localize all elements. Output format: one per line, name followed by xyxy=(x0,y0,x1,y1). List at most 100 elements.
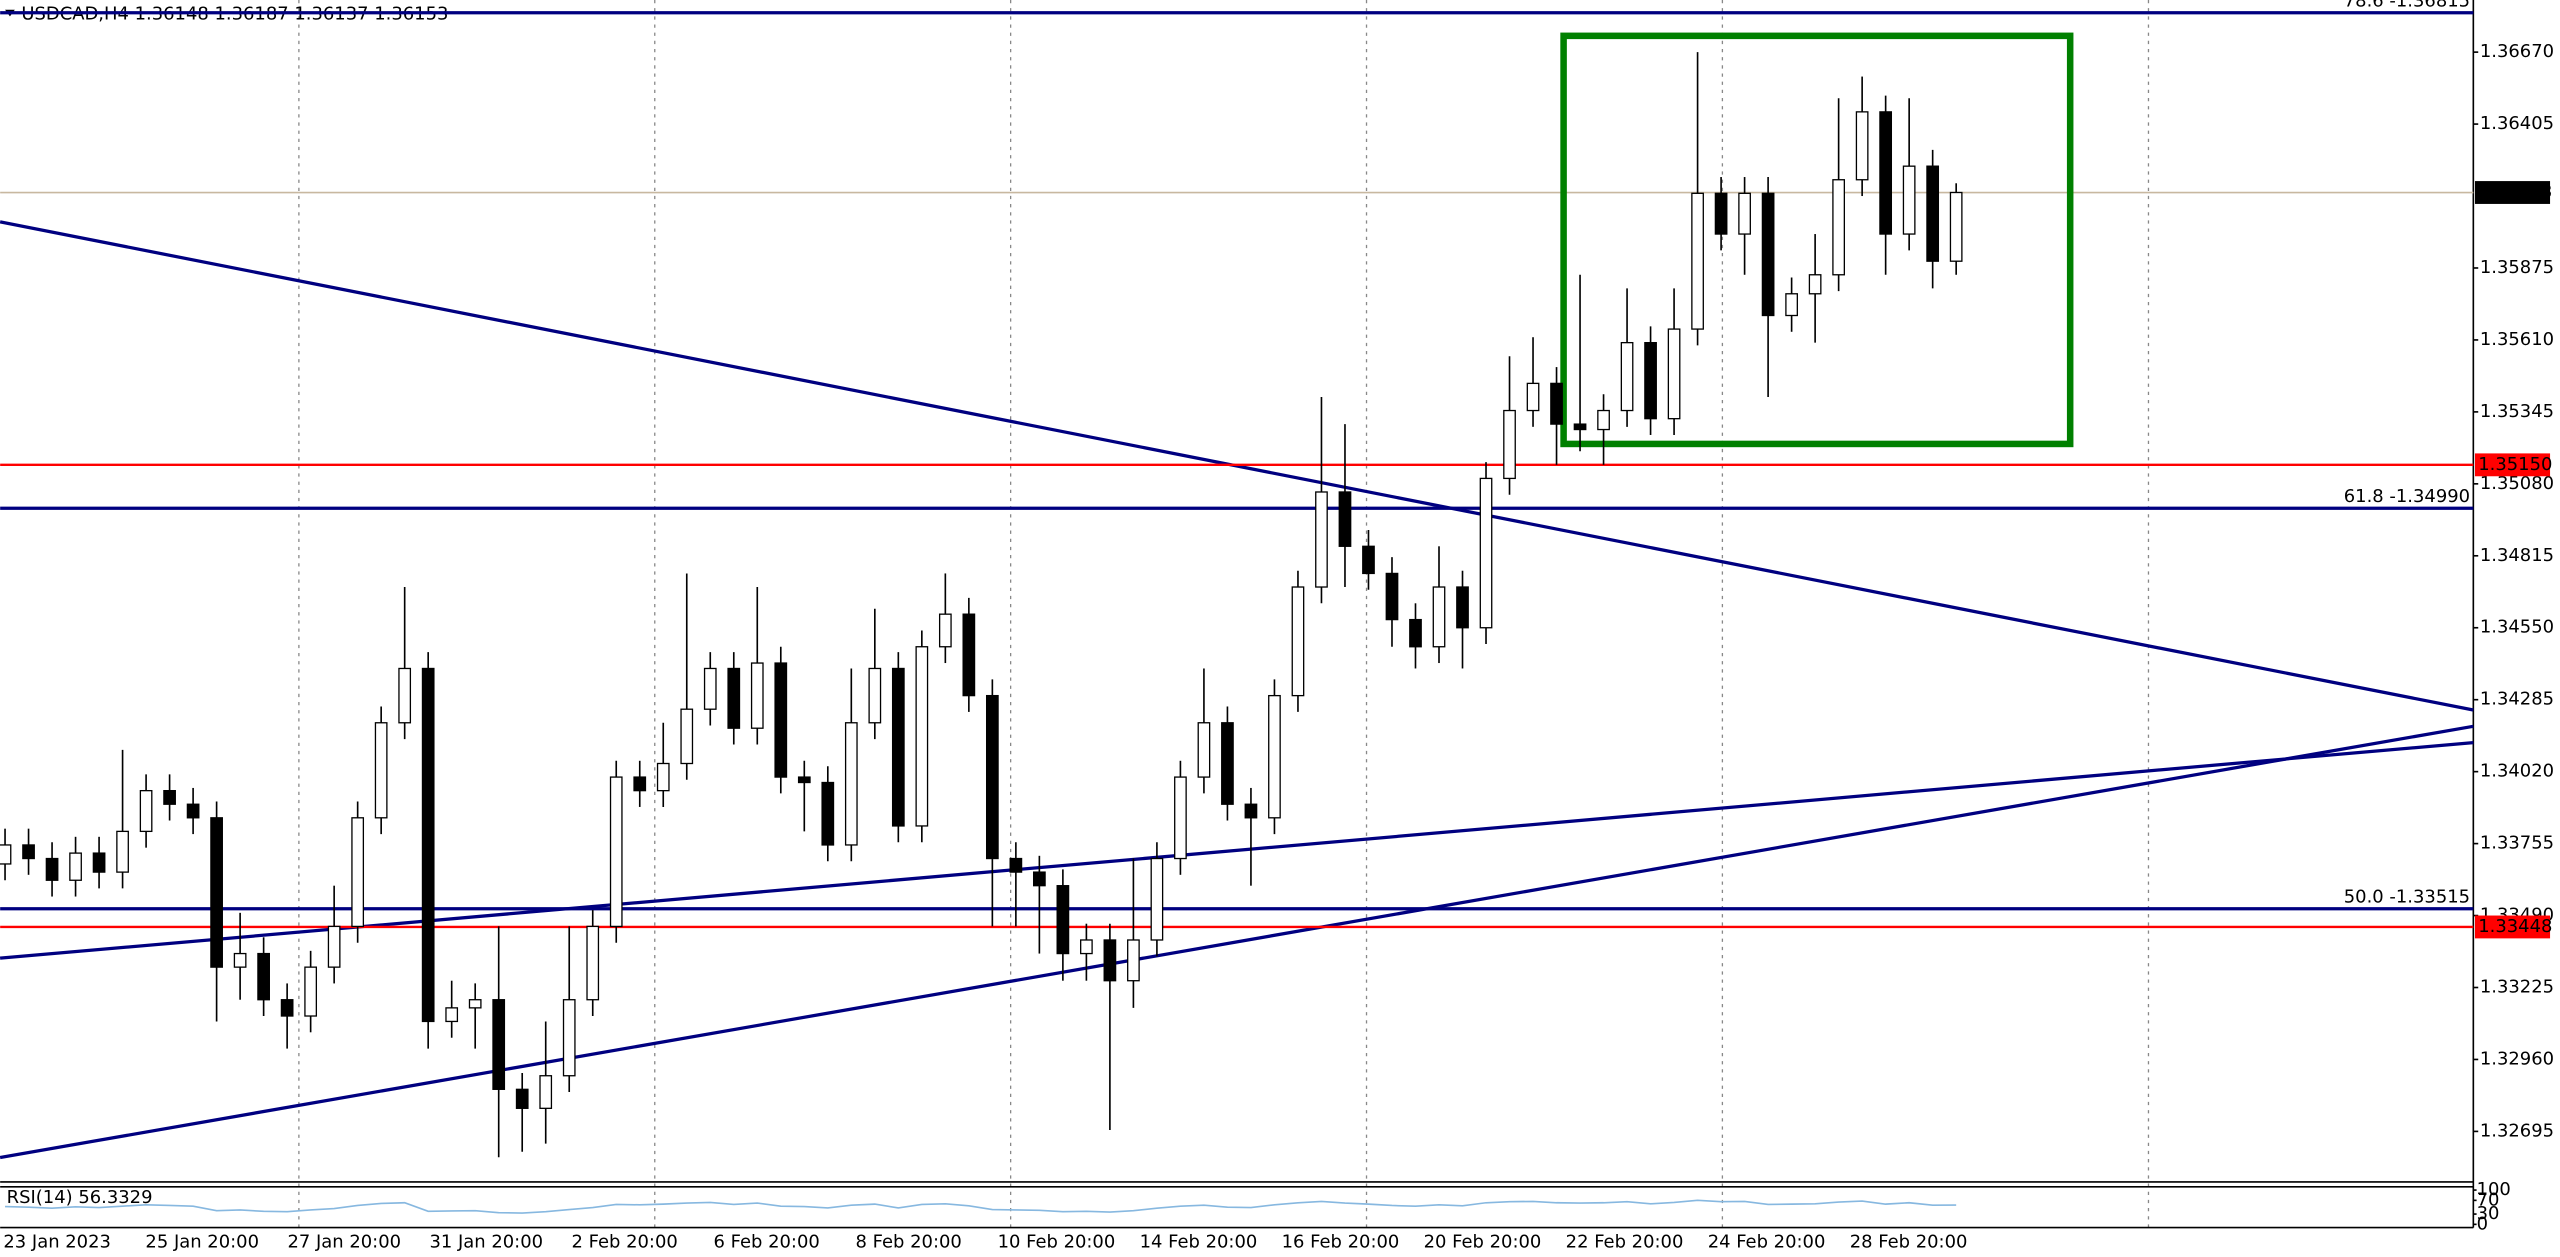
x-tick-label: 22 Feb 20:00 xyxy=(1566,1231,1684,1252)
candle-body xyxy=(257,952,270,1001)
candle-body xyxy=(139,789,153,833)
y-tick-label: 1.34815 xyxy=(2480,545,2554,566)
candle-body xyxy=(1103,939,1117,982)
candle-body xyxy=(609,776,623,928)
candle-body xyxy=(69,852,82,881)
candle-body xyxy=(750,662,764,729)
candle-body xyxy=(1761,192,1775,317)
candle-body xyxy=(1667,328,1681,420)
x-tick-label: 14 Feb 20:00 xyxy=(1140,1231,1258,1252)
candle-body xyxy=(891,667,905,827)
x-tick-label: 8 Feb 20:00 xyxy=(856,1231,962,1252)
candle-body xyxy=(1385,572,1399,621)
candle-body xyxy=(515,1088,529,1109)
price-badge-label: 1.36153 xyxy=(2478,182,2552,203)
price-badge-label: 1.35150 xyxy=(2478,454,2552,475)
candle-body xyxy=(327,925,341,968)
y-tick-label: 1.35610 xyxy=(2480,329,2554,350)
candle-body xyxy=(1221,722,1234,805)
candle-body xyxy=(1080,939,1093,955)
x-tick-label: 31 Jan 20:00 xyxy=(429,1231,543,1252)
rsi-tick-label: 70 xyxy=(2477,1189,2500,1210)
candle-body xyxy=(45,857,59,881)
candle-body xyxy=(1832,179,1845,276)
candle-body xyxy=(1620,341,1634,412)
candle-body xyxy=(868,667,882,724)
x-tick-label: 10 Feb 20:00 xyxy=(998,1231,1116,1252)
candle-body xyxy=(304,966,318,1017)
y-tick-label: 1.35345 xyxy=(2480,401,2554,422)
candle-body xyxy=(1855,111,1869,181)
trendline xyxy=(0,740,2474,960)
candle-body xyxy=(586,925,600,1001)
rsi-title: RSI(14) 56.3329 xyxy=(7,1187,153,1208)
candle-body xyxy=(1009,857,1023,873)
candle-body xyxy=(1808,274,1822,295)
candle-body xyxy=(398,667,412,724)
candle-body xyxy=(1479,477,1493,629)
candle-body xyxy=(1291,586,1305,697)
candle-body xyxy=(1503,409,1516,480)
candle-body xyxy=(1268,694,1281,819)
y-tick-label: 1.32695 xyxy=(2480,1120,2554,1141)
y-tick-label: 1.34020 xyxy=(2480,761,2554,782)
candle-body xyxy=(116,830,129,873)
fib-label: 78.6 -1.36815 xyxy=(2344,0,2470,11)
candle-body xyxy=(1338,491,1352,547)
candle-body xyxy=(0,844,12,865)
candle-body xyxy=(797,776,811,784)
y-tick-label: 1.33225 xyxy=(2480,977,2554,998)
candle-body xyxy=(844,722,858,846)
rsi-tick-label: 100 xyxy=(2477,1179,2511,1200)
candle-body xyxy=(1644,341,1657,420)
y-tick-label: 1.35080 xyxy=(2480,473,2554,494)
candle-body xyxy=(210,817,223,968)
candle-body xyxy=(985,694,999,860)
candle-body xyxy=(1456,586,1469,629)
price-badge-label: 1.33448 xyxy=(2478,916,2552,937)
candle-body xyxy=(186,803,200,819)
candle-body xyxy=(915,646,929,827)
candle-body xyxy=(1127,939,1140,982)
candle-body xyxy=(1926,165,1940,262)
trendline xyxy=(0,724,2474,1160)
rsi-tick-label: 30 xyxy=(2477,1203,2500,1224)
candle-body xyxy=(374,722,388,819)
candle-body xyxy=(1785,293,1798,317)
candle-body xyxy=(1573,423,1587,431)
candle-body xyxy=(1197,722,1211,778)
candle-body xyxy=(1315,491,1328,588)
candle-body xyxy=(539,1075,553,1109)
candle-body xyxy=(1033,871,1046,887)
candle-body xyxy=(1362,545,1375,575)
candle-body xyxy=(421,667,435,1023)
candle-body xyxy=(562,999,576,1077)
y-tick-label: 1.33755 xyxy=(2480,833,2554,854)
candle-body xyxy=(280,999,294,1017)
price-badge xyxy=(2474,453,2551,477)
candle-body xyxy=(1949,191,1963,262)
x-tick-label: 20 Feb 20:00 xyxy=(1424,1231,1542,1252)
candle-body xyxy=(1738,192,1751,235)
candle-body xyxy=(1691,192,1704,330)
y-tick-label: 1.32960 xyxy=(2480,1048,2554,1069)
candle-body xyxy=(1244,803,1258,819)
candle-body xyxy=(1056,885,1070,955)
highlight-box xyxy=(1560,32,2074,448)
candle-body xyxy=(703,667,717,710)
candle-body xyxy=(1550,382,1563,425)
candle-body xyxy=(633,776,647,792)
candle-body xyxy=(962,613,976,697)
candle-body xyxy=(468,999,482,1009)
candle-body xyxy=(92,852,106,873)
candle-body xyxy=(492,999,506,1090)
fib-label: 50.0 -1.33515 xyxy=(2344,886,2470,907)
candle-body xyxy=(1432,586,1446,648)
candle-body xyxy=(1150,857,1164,941)
x-tick-label: 2 Feb 20:00 xyxy=(572,1231,678,1252)
fib-label: 61.8 -1.34990 xyxy=(2344,486,2470,507)
candle-body xyxy=(1902,165,1916,235)
x-tick-label: 25 Jan 20:00 xyxy=(145,1231,259,1252)
